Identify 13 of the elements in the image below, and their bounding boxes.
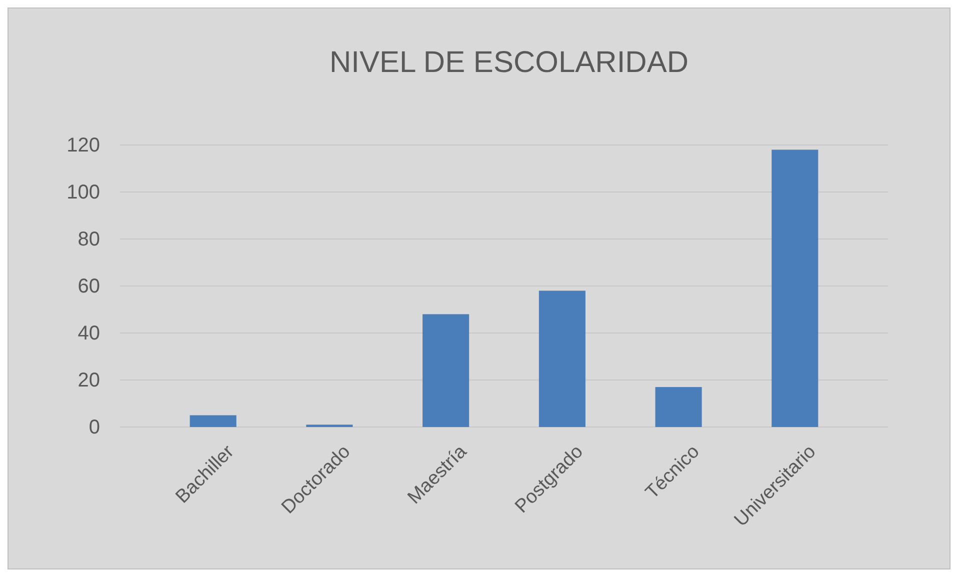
- bar: [422, 314, 470, 427]
- chart-title: NIVEL DE ESCOLARIDAD: [330, 46, 688, 79]
- bar: [538, 290, 586, 427]
- y-tick-label: 80: [78, 228, 100, 250]
- bar: [190, 415, 236, 427]
- bar: [655, 387, 702, 427]
- bar: [772, 150, 818, 427]
- y-tick-label: 20: [78, 369, 100, 392]
- y-tick-label: 0: [88, 416, 100, 438]
- y-tick-label: 120: [66, 134, 100, 156]
- y-tick-label: 100: [66, 181, 100, 204]
- y-tick-label: 60: [78, 275, 100, 298]
- y-tick-label: 40: [78, 322, 100, 344]
